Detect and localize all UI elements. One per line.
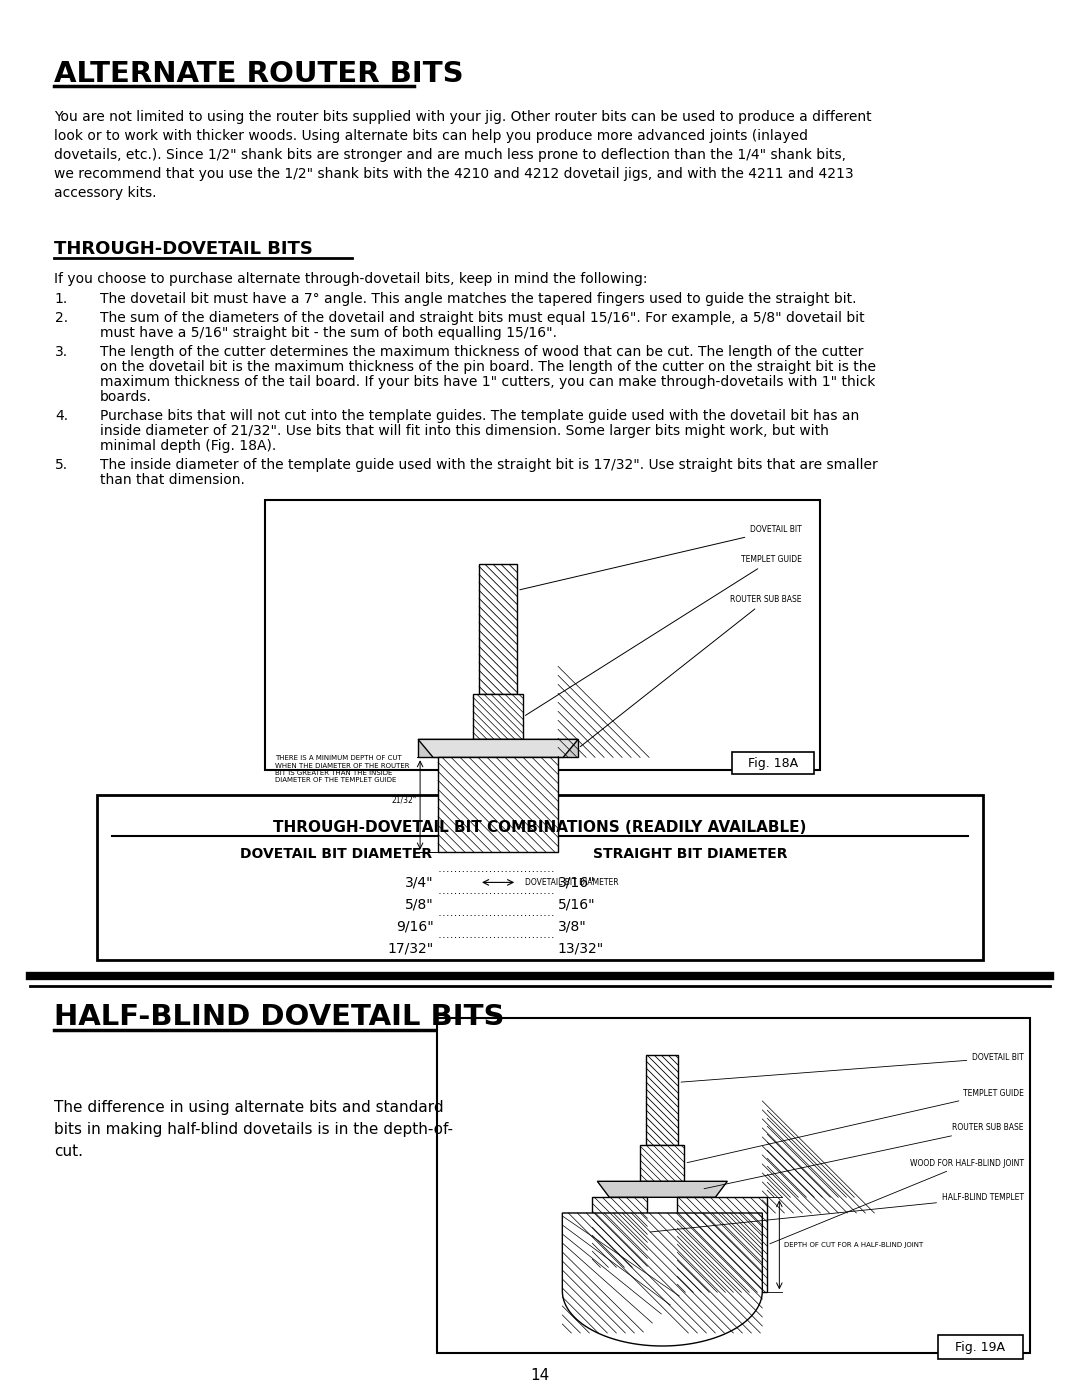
Text: boards.: boards. bbox=[100, 390, 152, 404]
Polygon shape bbox=[597, 1182, 727, 1197]
Text: ALTERNATE ROUTER BITS: ALTERNATE ROUTER BITS bbox=[54, 60, 463, 88]
Bar bbox=[677, 1197, 767, 1292]
Text: TEMPLET GUIDE: TEMPLET GUIDE bbox=[687, 1088, 1024, 1162]
Text: DOVETAIL BIT: DOVETAIL BIT bbox=[519, 525, 802, 590]
Bar bbox=[97, 795, 983, 960]
Bar bbox=[640, 1146, 685, 1182]
Bar bbox=[939, 1336, 1023, 1359]
Text: 3/16": 3/16" bbox=[557, 875, 595, 888]
Text: DOVETAIL BIT: DOVETAIL BIT bbox=[681, 1053, 1024, 1083]
Text: The dovetail bit must have a 7° angle. This angle matches the tapered fingers us: The dovetail bit must have a 7° angle. T… bbox=[100, 292, 856, 306]
Text: TEMPLET GUIDE: TEMPLET GUIDE bbox=[526, 556, 802, 715]
Bar bbox=[732, 752, 814, 774]
Text: HALF-BLIND TEMPLET: HALF-BLIND TEMPLET bbox=[650, 1193, 1024, 1232]
Text: THROUGH-DOVETAIL BITS: THROUGH-DOVETAIL BITS bbox=[54, 240, 313, 258]
Text: maximum thickness of the tail board. If your bits have 1" cutters, you can make : maximum thickness of the tail board. If … bbox=[100, 374, 876, 388]
Text: You are not limited to using the router bits supplied with your jig. Other route: You are not limited to using the router … bbox=[54, 110, 872, 200]
Text: 5.: 5. bbox=[55, 458, 68, 472]
Text: inside diameter of 21/32". Use bits that will fit into this dimension. Some larg: inside diameter of 21/32". Use bits that… bbox=[100, 425, 828, 439]
Text: 9/16": 9/16" bbox=[396, 919, 434, 933]
Text: 5/16": 5/16" bbox=[557, 897, 595, 911]
Text: If you choose to purchase alternate through-dovetail bits, keep in mind the foll: If you choose to purchase alternate thro… bbox=[54, 272, 648, 286]
Bar bbox=[438, 757, 558, 852]
Text: ROUTER SUB BASE: ROUTER SUB BASE bbox=[704, 1123, 1024, 1189]
Bar bbox=[480, 564, 517, 694]
Text: 4.: 4. bbox=[55, 409, 68, 423]
Text: The inside diameter of the template guide used with the straight bit is 17/32". : The inside diameter of the template guid… bbox=[100, 458, 878, 472]
Text: 13/32": 13/32" bbox=[557, 942, 604, 956]
Text: 14: 14 bbox=[530, 1368, 550, 1383]
Text: Fig. 19A: Fig. 19A bbox=[955, 1341, 1005, 1354]
Text: 5/8": 5/8" bbox=[405, 897, 434, 911]
Text: HALF-BLIND DOVETAIL BITS: HALF-BLIND DOVETAIL BITS bbox=[54, 1003, 504, 1031]
Text: The sum of the diameters of the dovetail and straight bits must equal 15/16". Fo: The sum of the diameters of the dovetail… bbox=[100, 312, 865, 326]
Text: 2.: 2. bbox=[55, 312, 68, 326]
Text: WOOD FOR HALF-BLIND JOINT: WOOD FOR HALF-BLIND JOINT bbox=[770, 1158, 1024, 1243]
Bar bbox=[437, 1018, 1030, 1354]
Bar bbox=[265, 500, 820, 770]
Text: on the dovetail bit is the maximum thickness of the pin board. The length of the: on the dovetail bit is the maximum thick… bbox=[100, 360, 876, 374]
Text: 17/32": 17/32" bbox=[388, 942, 434, 956]
Text: Purchase bits that will not cut into the template guides. The template guide use: Purchase bits that will not cut into the… bbox=[100, 409, 860, 423]
Text: DOVETAIL BIT DIAMETER: DOVETAIL BIT DIAMETER bbox=[240, 847, 432, 861]
Text: ROUTER SUB BASE: ROUTER SUB BASE bbox=[580, 595, 802, 746]
Text: 3/8": 3/8" bbox=[557, 919, 586, 933]
Text: DEPTH OF CUT FOR A HALF-BLIND JOINT: DEPTH OF CUT FOR A HALF-BLIND JOINT bbox=[784, 1242, 923, 1248]
Text: 1.: 1. bbox=[55, 292, 68, 306]
Polygon shape bbox=[563, 1213, 762, 1345]
Polygon shape bbox=[418, 739, 578, 757]
Text: THERE IS A MINIMUM DEPTH OF CUT
WHEN THE DIAMETER OF THE ROUTER
BIT IS GREATER T: THERE IS A MINIMUM DEPTH OF CUT WHEN THE… bbox=[275, 754, 409, 784]
Bar bbox=[473, 694, 523, 739]
Text: The length of the cutter determines the maximum thickness of wood that can be cu: The length of the cutter determines the … bbox=[100, 345, 863, 359]
Bar bbox=[418, 739, 578, 757]
Text: STRAIGHT BIT DIAMETER: STRAIGHT BIT DIAMETER bbox=[593, 847, 788, 861]
Text: THROUGH-DOVETAIL BIT COMBINATIONS (READILY AVAILABLE): THROUGH-DOVETAIL BIT COMBINATIONS (READI… bbox=[273, 820, 807, 835]
Text: minimal depth (Fig. 18A).: minimal depth (Fig. 18A). bbox=[100, 439, 276, 453]
Text: Fig. 18A: Fig. 18A bbox=[748, 757, 798, 770]
Text: than that dimension.: than that dimension. bbox=[100, 474, 245, 488]
Text: 3.: 3. bbox=[55, 345, 68, 359]
Text: 21/32": 21/32" bbox=[392, 795, 417, 805]
Text: 3/4": 3/4" bbox=[405, 875, 434, 888]
Bar bbox=[646, 1055, 678, 1146]
Text: The difference in using alternate bits and standard
bits in making half-blind do: The difference in using alternate bits a… bbox=[54, 1099, 453, 1160]
Text: must have a 5/16" straight bit - the sum of both equalling 15/16".: must have a 5/16" straight bit - the sum… bbox=[100, 326, 557, 339]
Bar bbox=[592, 1197, 647, 1267]
Text: DOVETAIL BIT DIAMETER: DOVETAIL BIT DIAMETER bbox=[525, 877, 619, 887]
